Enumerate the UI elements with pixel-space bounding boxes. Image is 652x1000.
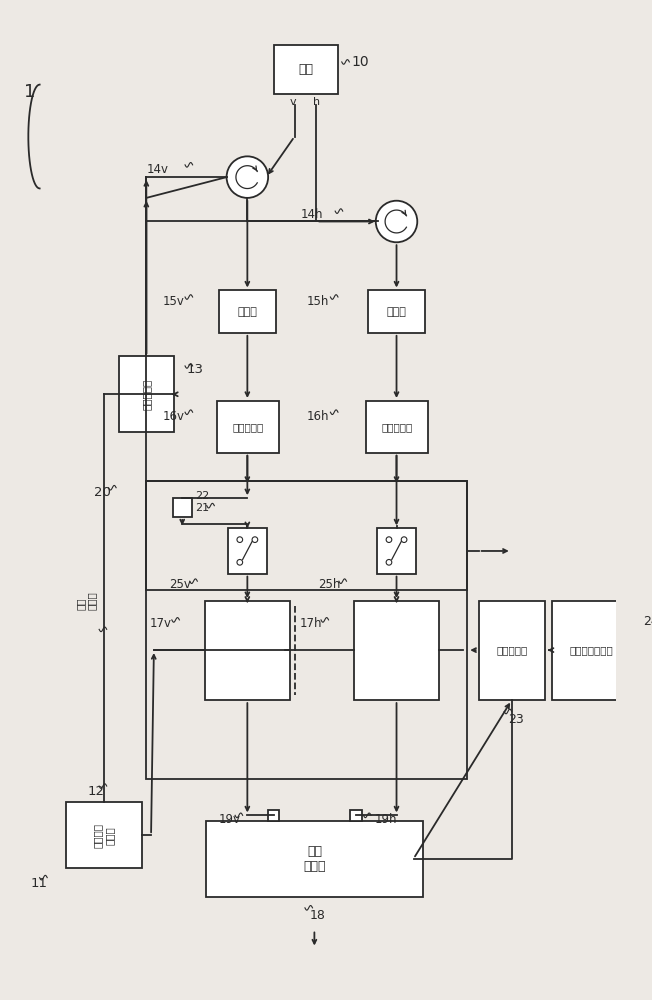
Bar (217, 401, 278, 453)
Bar (119, 356, 173, 432)
Bar (146, 481, 467, 590)
Text: 19h: 19h (375, 813, 397, 826)
Text: 14h: 14h (300, 208, 323, 221)
Circle shape (386, 559, 392, 565)
Text: 16h: 16h (307, 410, 329, 423)
Bar (146, 481, 467, 779)
Text: 限幅器: 限幅器 (387, 307, 406, 317)
Text: 17h: 17h (299, 617, 322, 630)
Bar (274, 45, 338, 94)
Text: 增益目标存储部: 增益目标存储部 (569, 646, 613, 656)
Bar (479, 601, 544, 700)
Text: 22: 22 (196, 491, 210, 501)
Text: 20: 20 (95, 486, 111, 499)
Circle shape (227, 156, 268, 198)
Bar (368, 290, 425, 333)
Text: 14v: 14v (146, 163, 168, 176)
Bar (173, 498, 192, 517)
Text: 接收放大器: 接收放大器 (232, 422, 263, 432)
Bar (350, 810, 362, 821)
Text: 天线: 天线 (299, 63, 314, 76)
Text: 增益调整部: 增益调整部 (496, 646, 527, 656)
Text: 15v: 15v (162, 295, 185, 308)
Text: 25v: 25v (169, 578, 191, 591)
Text: 10: 10 (351, 55, 369, 69)
Text: 18: 18 (310, 909, 325, 922)
Text: 限幅器: 限幅器 (237, 307, 258, 317)
Circle shape (386, 537, 392, 542)
Circle shape (401, 537, 407, 542)
Text: 频率
转换器: 频率 转换器 (76, 592, 97, 610)
Bar (206, 821, 423, 897)
Circle shape (376, 201, 417, 242)
Circle shape (237, 537, 243, 542)
Text: 12: 12 (88, 785, 105, 798)
Text: 发送放大器: 发送放大器 (141, 379, 151, 410)
Text: 11: 11 (30, 877, 47, 890)
Text: 发送信号
生成器: 发送信号 生成器 (93, 823, 115, 848)
Text: 15h: 15h (307, 295, 329, 308)
Text: 25h: 25h (318, 578, 340, 591)
Circle shape (252, 537, 258, 542)
Bar (366, 401, 428, 453)
Text: 13: 13 (187, 363, 204, 376)
Text: 信号
处理部: 信号 处理部 (303, 845, 325, 873)
Bar (228, 528, 267, 574)
Bar (552, 601, 630, 700)
Text: v: v (290, 97, 297, 107)
Bar (205, 601, 290, 700)
Text: 23: 23 (508, 713, 524, 726)
Bar (268, 810, 280, 821)
Text: 接收放大器: 接收放大器 (381, 422, 413, 432)
Text: 19v: 19v (219, 813, 241, 826)
Text: h: h (314, 97, 321, 107)
Bar (219, 290, 276, 333)
Text: 16v: 16v (162, 410, 185, 423)
Text: 24: 24 (643, 615, 652, 628)
Text: 17v: 17v (150, 617, 172, 630)
Bar (354, 601, 439, 700)
Bar (66, 802, 141, 868)
Circle shape (237, 559, 243, 565)
Bar (377, 528, 417, 574)
Text: 1: 1 (23, 83, 35, 101)
Text: 21: 21 (196, 503, 209, 513)
